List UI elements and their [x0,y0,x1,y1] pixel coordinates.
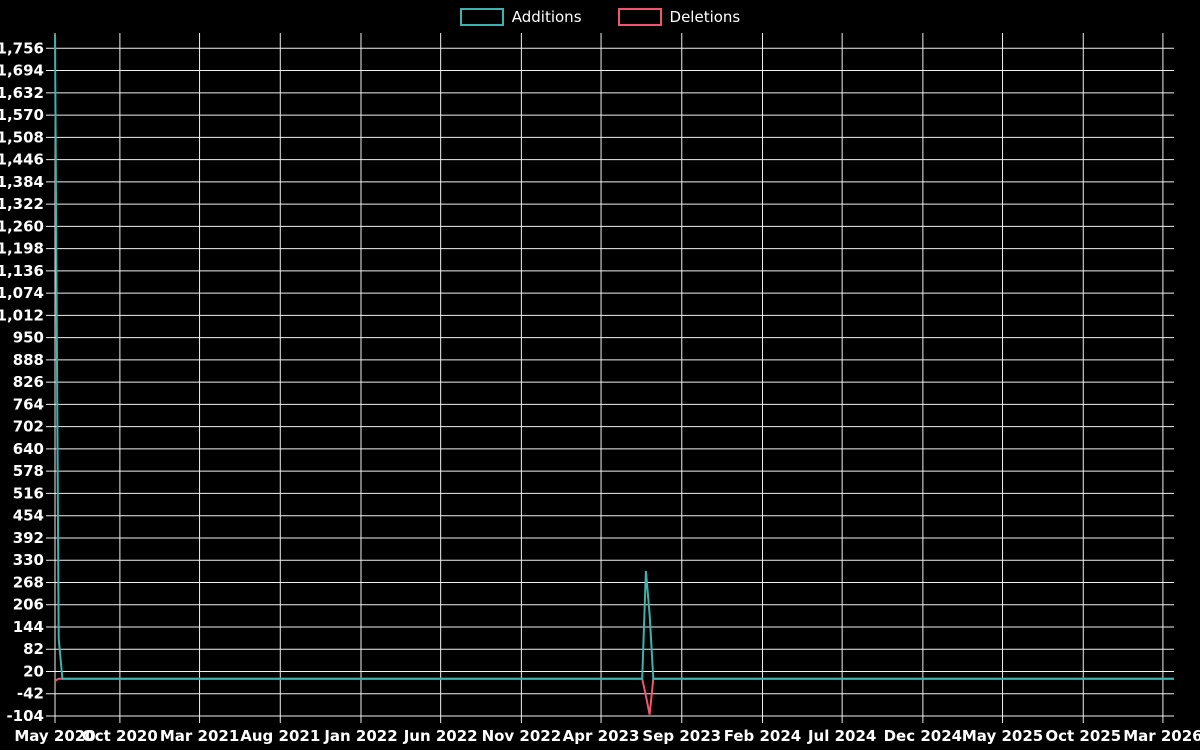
y-tick-label: 20 [23,662,44,680]
y-tick-label: 454 [13,507,44,525]
legend-item-deletions[interactable]: Deletions [617,8,741,26]
y-tick-label: 826 [13,373,44,391]
y-tick-label: 702 [13,418,44,436]
x-tick-label: Aug 2021 [240,727,320,745]
y-tick-label: 1,694 [0,62,44,80]
y-tick-label: 1,322 [0,195,44,213]
y-tick-label: 206 [13,596,44,614]
y-tick-label: -104 [6,707,44,725]
deletions-swatch-icon [617,8,662,26]
y-tick-label: 578 [13,462,44,480]
x-tick-label: Mar 2021 [160,727,239,745]
y-tick-label: 1,012 [0,306,44,324]
y-tick-label: 950 [13,329,44,347]
x-tick-label: Nov 2022 [482,727,562,745]
y-tick-label: 1,570 [0,106,44,124]
x-tick-label: Feb 2024 [724,727,802,745]
y-tick-label: 268 [13,573,44,591]
y-tick-label: 1,508 [0,128,44,146]
y-tick-label: 1,198 [0,240,44,258]
y-tick-label: 1,756 [0,39,44,57]
x-tick-label: May 2025 [962,727,1043,745]
y-tick-label: 1,632 [0,84,44,102]
y-tick-label: 1,260 [0,217,44,235]
deletions-line [54,677,1174,715]
additions-line [54,34,1174,680]
x-tick-label: Oct 2020 [82,727,158,745]
x-tick-label: Jun 2022 [403,727,478,745]
x-tick-label: Apr 2023 [563,727,640,745]
y-tick-label: 888 [13,351,44,369]
x-tick-label: Sep 2023 [642,727,721,745]
x-tick-label: Jul 2024 [807,727,876,745]
legend-label-additions: Additions [511,8,582,26]
y-tick-label: 82 [23,640,44,658]
y-tick-label: 764 [13,395,44,413]
y-tick-label: 1,446 [0,151,44,169]
additions-swatch-icon [459,8,504,26]
chart-legend: Additions Deletions [0,8,1200,26]
x-tick-label: Oct 2025 [1045,727,1121,745]
y-tick-label: -42 [17,685,44,703]
y-tick-label: 144 [13,618,44,636]
x-tick-label: May 2020 [14,727,95,745]
y-tick-label: 1,136 [0,262,44,280]
y-tick-label: 1,074 [0,284,44,302]
y-tick-label: 330 [13,551,44,569]
legend-label-deletions: Deletions [669,8,741,26]
y-tick-label: 392 [13,529,44,547]
y-tick-label: 640 [13,440,44,458]
y-tick-label: 1,384 [0,173,44,191]
x-tick-label: Dec 2024 [884,727,963,745]
x-tick-label: Jan 2022 [323,727,397,745]
legend-item-additions[interactable]: Additions [459,8,582,26]
x-tick-label: Mar 2026 [1123,727,1200,745]
y-tick-label: 516 [13,484,44,502]
